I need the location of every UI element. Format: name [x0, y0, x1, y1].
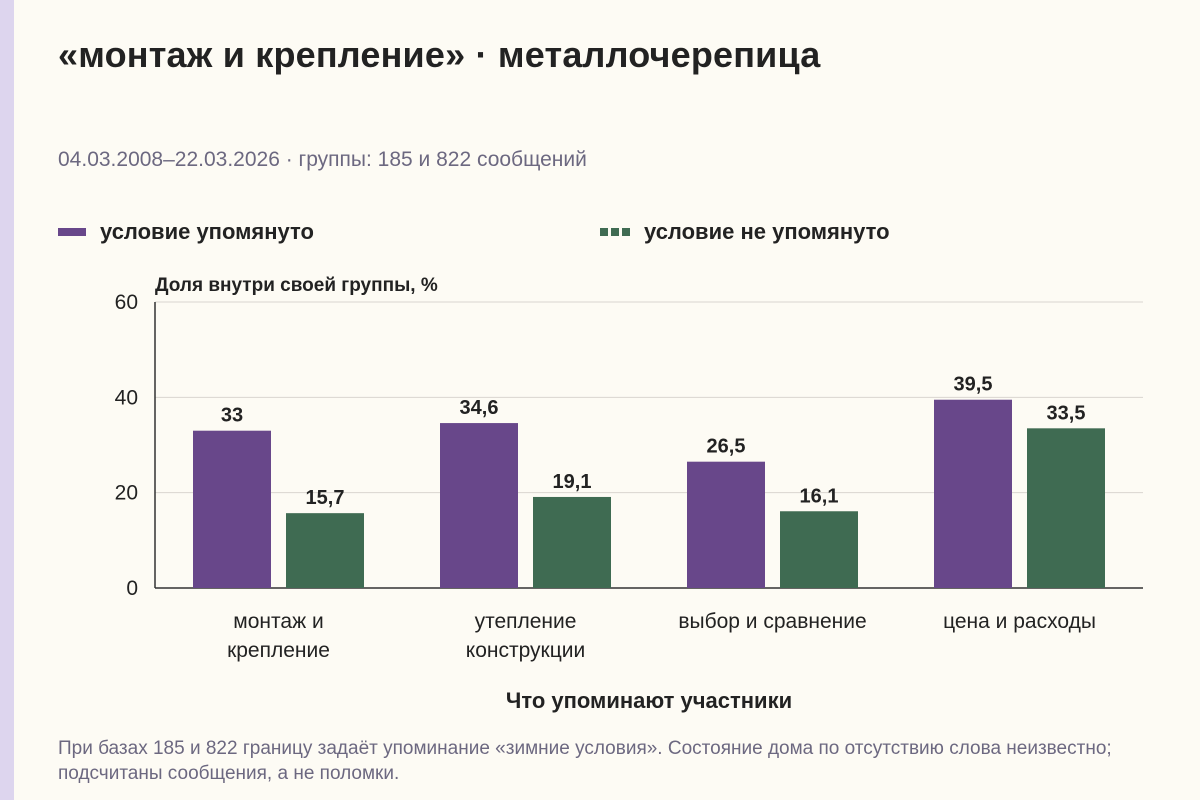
- legend-swatch-not-mentioned: [600, 228, 630, 236]
- bar: [193, 430, 271, 588]
- bar-value-label: 39,5: [954, 374, 993, 396]
- bar: [780, 511, 858, 588]
- x-axis-title: Что упоминают участники: [506, 688, 792, 713]
- bar: [440, 423, 518, 588]
- legend-not-mentioned: условие не упомянуто: [600, 219, 890, 245]
- legend-swatch-mentioned: [58, 228, 86, 236]
- bar: [687, 461, 765, 588]
- x-tick-label: выбор и сравнение: [678, 610, 866, 633]
- accent-strip: [0, 0, 14, 800]
- footnote: При базах 185 и 822 границу задаёт упоми…: [58, 738, 1112, 784]
- bar: [533, 496, 611, 588]
- legend-mentioned: условие упомянуто: [58, 219, 314, 245]
- bar-value-label: 15,7: [306, 487, 345, 509]
- bar-value-label: 33,5: [1047, 402, 1086, 424]
- x-tick-label: утепление: [475, 610, 577, 633]
- legend-label-mentioned: условие упомянуто: [100, 219, 314, 244]
- x-tick-label: крепление: [227, 639, 330, 662]
- x-tick-label: конструкции: [466, 639, 585, 662]
- y-tick-label: 20: [115, 482, 138, 505]
- x-tick-label: монтаж и: [233, 610, 323, 633]
- bar-value-label: 19,1: [553, 471, 592, 493]
- legend-label-not-mentioned: условие не упомянуто: [644, 219, 890, 244]
- y-tick-label: 60: [115, 291, 138, 314]
- x-tick-label: цена и расходы: [943, 610, 1096, 633]
- bar: [934, 399, 1012, 588]
- bar-value-label: 34,6: [460, 397, 499, 419]
- bar-chart: 0 20 40 60 Доля внутри своей группы, % 33 15,7…: [115, 275, 1143, 713]
- chart-title: «монтаж и крепление» · металлочерепица: [58, 34, 821, 75]
- y-axis-title: Доля внутри своей группы, %: [155, 275, 438, 296]
- bar: [286, 513, 364, 588]
- y-tick-label: 40: [115, 386, 138, 409]
- bar: [1027, 428, 1105, 588]
- bar-value-label: 33: [221, 405, 243, 427]
- y-tick-label: 0: [126, 577, 138, 600]
- bar-value-label: 26,5: [707, 436, 746, 458]
- chart-subtitle: 04.03.2008–22.03.2026 · группы: 185 и 82…: [58, 148, 587, 171]
- bar-value-label: 16,1: [800, 485, 839, 507]
